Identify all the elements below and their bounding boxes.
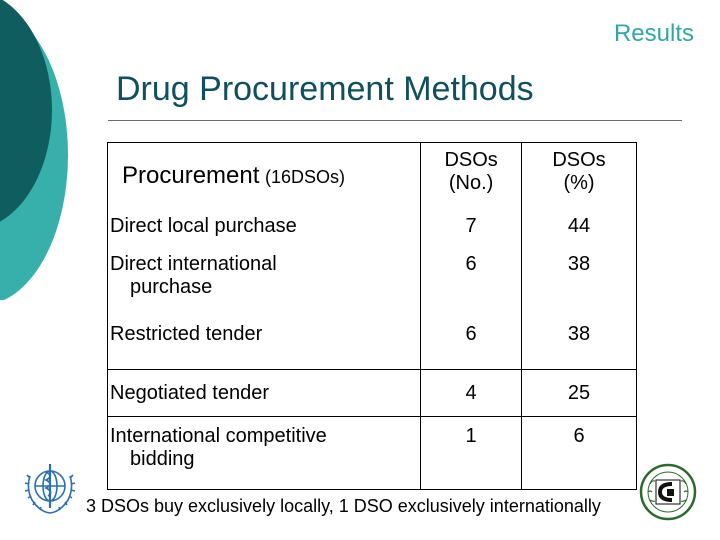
method-cell: Restricted tender — [106, 319, 421, 370]
title-divider — [108, 120, 682, 121]
header-count-cell: DSOs (No.) — [420, 142, 522, 209]
table-row: Restricted tender 6 38 — [106, 319, 637, 370]
method-label: International competitive — [110, 425, 327, 447]
header-count-line2: (No.) — [448, 172, 494, 194]
percent-cell: 44 — [521, 209, 637, 251]
header-percent-line1: DSOs — [552, 149, 606, 171]
count-cell: 7 — [420, 209, 522, 251]
method-label-continued: purchase — [130, 276, 213, 298]
header-count-line1: DSOs — [444, 149, 498, 171]
section-label: Results — [613, 20, 694, 47]
table-header-row: Procurement (16DSOs) DSOs (No.) DSOs (%) — [106, 142, 637, 209]
table-row: Direct local purchase 7 44 — [106, 209, 637, 251]
header-procurement-count: (16DSOs) — [264, 167, 345, 187]
method-label: Direct international — [110, 253, 277, 275]
who-emblem-icon — [24, 464, 76, 514]
count-cell: 4 — [420, 369, 522, 417]
method-label: Direct local purchase — [110, 215, 297, 237]
institution-seal-icon — [639, 463, 697, 521]
method-label-continued: bidding — [130, 448, 195, 470]
slide-title: Drug Procurement Methods — [116, 70, 534, 108]
decorative-side-shapes — [0, 0, 68, 300]
method-cell: Direct local purchase — [106, 209, 421, 251]
percent-cell: 6 — [521, 416, 637, 490]
count-cell: 6 — [420, 251, 522, 319]
count-cell: 6 — [420, 319, 522, 370]
table-row: Negotiated tender 4 25 — [106, 369, 637, 417]
header-procurement-label: Procurement — [122, 162, 260, 189]
header-procurement-cell: Procurement (16DSOs) — [106, 142, 421, 209]
percent-cell: 38 — [521, 251, 637, 319]
method-cell: International competitive bidding — [106, 416, 421, 490]
footnote: 3 DSOs buy exclusively locally, 1 DSO ex… — [86, 496, 601, 516]
percent-cell: 38 — [521, 319, 637, 370]
method-cell: Direct international purchase — [106, 251, 421, 319]
method-cell: Negotiated tender — [106, 369, 421, 417]
count-cell: 1 — [420, 416, 522, 490]
method-label: Negotiated tender — [110, 381, 270, 404]
method-label: Restricted tender — [110, 323, 263, 345]
header-percent-cell: DSOs (%) — [521, 142, 637, 209]
procurement-table: Procurement (16DSOs) DSOs (No.) DSOs (%)… — [106, 142, 637, 490]
percent-cell: 25 — [521, 369, 637, 417]
table-row: Direct international purchase 6 38 — [106, 251, 637, 319]
table-row: International competitive bidding 1 6 — [106, 416, 637, 490]
header-percent-line2: (%) — [563, 172, 595, 194]
